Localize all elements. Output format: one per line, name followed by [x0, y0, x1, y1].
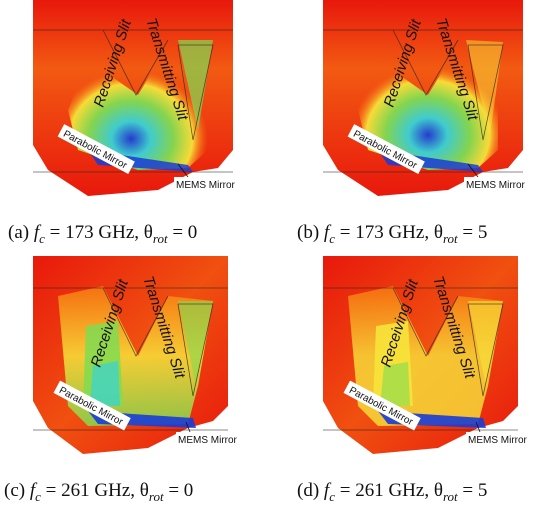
caption-c: (c) fc = 261 GHz, θrot = 0	[4, 480, 194, 504]
caption-b-freq: 173 GHz	[355, 222, 425, 243]
caption-d-tag: (d)	[297, 480, 320, 501]
field-plot-a: Receiving Slit Transmitting Slit Parabol…	[33, 0, 246, 196]
caption-d-rot: 5	[477, 480, 488, 501]
caption-a-freq: 173 GHz	[65, 222, 135, 243]
panel-a: Receiving Slit Transmitting Slit Parabol…	[28, 0, 248, 196]
caption-c-rot: 0	[183, 480, 194, 501]
caption-b: (b) fc = 173 GHz, θrot = 5	[297, 222, 488, 246]
field-plot-b: Receiving Slit Transmitting Slit Parabol…	[323, 0, 536, 196]
panel-d: Receiving Slit Transmitting Slit Parabol…	[318, 256, 538, 454]
mems-mirror-label: MEMS Mirror	[466, 180, 526, 191]
caption-d-freq: 261 GHz	[355, 480, 425, 501]
panel-c: Receiving Slit Transmitting Slit Parabol…	[28, 256, 248, 454]
field-plot-d: Receiving Slit Transmitting Slit Parabol…	[323, 256, 538, 454]
caption-a-tag: (a)	[8, 222, 30, 243]
panel-b: Receiving Slit Transmitting Slit Parabol…	[318, 0, 538, 196]
caption-c-tag: (c)	[4, 480, 26, 501]
mems-mirror-label: MEMS Mirror	[176, 180, 236, 191]
field-plot-c: Receiving Slit Transmitting Slit Parabol…	[33, 256, 248, 454]
caption-b-tag: (b)	[297, 222, 320, 243]
caption-a: (a) fc = 173 GHz, θrot = 0	[8, 222, 198, 246]
caption-a-rot: 0	[187, 222, 198, 243]
caption-c-freq: 261 GHz	[61, 480, 131, 501]
caption-b-rot: 5	[477, 222, 488, 243]
caption-d: (d) fc = 261 GHz, θrot = 5	[297, 480, 488, 504]
mems-mirror-label: MEMS Mirror	[468, 435, 528, 446]
mems-mirror-label: MEMS Mirror	[178, 435, 238, 446]
